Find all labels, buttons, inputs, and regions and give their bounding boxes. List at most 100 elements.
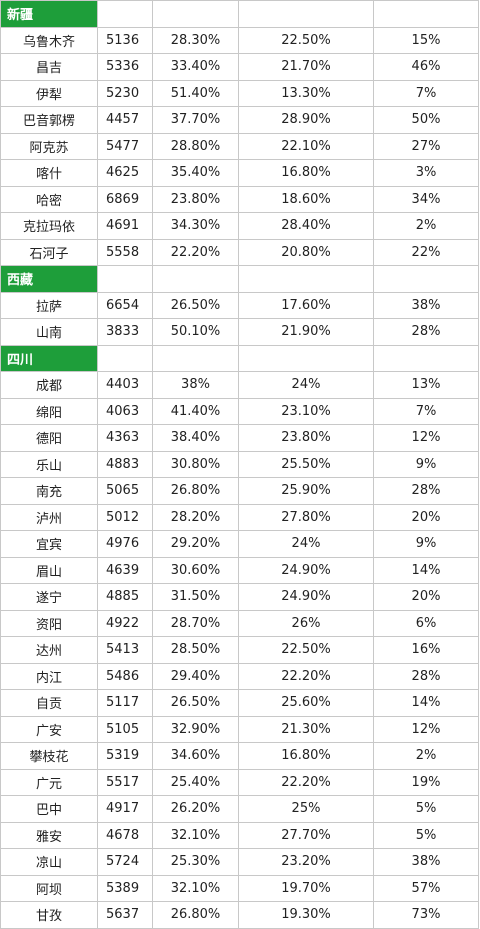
city: 泸州	[0, 503, 98, 531]
ratio-a: 38.40%	[152, 424, 239, 452]
ratio-c: 2%	[373, 212, 479, 240]
ratio-a: 25.40%	[152, 768, 239, 796]
ratio-a: 28.80%	[152, 132, 239, 160]
value: 6654	[97, 291, 153, 319]
ratio-b: 19.30%	[238, 901, 374, 929]
data-row: 绵阳 4063 41.40% 23.10% 7%	[0, 397, 479, 425]
city: 广安	[0, 715, 98, 743]
ratio-b: 24%	[238, 530, 374, 558]
empty-cell	[373, 344, 479, 372]
ratio-c: 9%	[373, 530, 479, 558]
empty-cell	[152, 265, 239, 293]
data-row: 喀什 4625 35.40% 16.80% 3%	[0, 159, 479, 187]
ratio-b: 17.60%	[238, 291, 374, 319]
ratio-b: 16.80%	[238, 159, 374, 187]
ratio-a: 25.30%	[152, 848, 239, 876]
data-row: 雅安 4678 32.10% 27.70% 5%	[0, 821, 479, 849]
empty-cell	[97, 265, 153, 293]
ratio-c: 12%	[373, 715, 479, 743]
section-title: 西藏	[0, 265, 98, 293]
section-row: 四川	[0, 344, 479, 372]
ratio-c: 12%	[373, 424, 479, 452]
ratio-a: 28.70%	[152, 609, 239, 637]
value: 5117	[97, 689, 153, 717]
ratio-c: 9%	[373, 450, 479, 478]
ratio-c: 73%	[373, 901, 479, 929]
ratio-c: 22%	[373, 238, 479, 266]
data-row: 泸州 5012 28.20% 27.80% 20%	[0, 503, 479, 531]
city: 甘孜	[0, 901, 98, 929]
value: 5230	[97, 79, 153, 107]
city: 自贡	[0, 689, 98, 717]
data-row: 阿坝 5389 32.10% 19.70% 57%	[0, 874, 479, 902]
ratio-c: 3%	[373, 159, 479, 187]
data-row: 攀枝花 5319 34.60% 16.80% 2%	[0, 742, 479, 770]
empty-cell	[373, 0, 479, 28]
ratio-b: 24.90%	[238, 556, 374, 584]
ratio-c: 46%	[373, 53, 479, 81]
value: 4363	[97, 424, 153, 452]
empty-cell	[152, 344, 239, 372]
ratio-a: 41.40%	[152, 397, 239, 425]
value: 5413	[97, 636, 153, 664]
ratio-b: 22.50%	[238, 26, 374, 54]
ratio-c: 13%	[373, 371, 479, 399]
city: 攀枝花	[0, 742, 98, 770]
ratio-a: 32.10%	[152, 821, 239, 849]
ratio-b: 21.30%	[238, 715, 374, 743]
value: 4922	[97, 609, 153, 637]
ratio-c: 38%	[373, 291, 479, 319]
city: 德阳	[0, 424, 98, 452]
section-title: 四川	[0, 344, 98, 372]
city: 达州	[0, 636, 98, 664]
ratio-a: 50.10%	[152, 318, 239, 346]
ratio-b: 21.70%	[238, 53, 374, 81]
city: 遂宁	[0, 583, 98, 611]
data-row: 达州 5413 28.50% 22.50% 16%	[0, 636, 479, 664]
data-row: 成都 4403 38% 24% 13%	[0, 371, 479, 399]
ratio-c: 19%	[373, 768, 479, 796]
ratio-a: 37.70%	[152, 106, 239, 134]
city: 宜宾	[0, 530, 98, 558]
section-row: 西藏	[0, 265, 479, 293]
ratio-a: 26.20%	[152, 795, 239, 823]
data-row: 宜宾 4976 29.20% 24% 9%	[0, 530, 479, 558]
ratio-a: 51.40%	[152, 79, 239, 107]
city: 巴中	[0, 795, 98, 823]
data-row: 乐山 4883 30.80% 25.50% 9%	[0, 450, 479, 478]
data-row: 伊犁 5230 51.40% 13.30% 7%	[0, 79, 479, 107]
ratio-b: 13.30%	[238, 79, 374, 107]
ratio-b: 20.80%	[238, 238, 374, 266]
city: 巴音郭楞	[0, 106, 98, 134]
city: 喀什	[0, 159, 98, 187]
value: 3833	[97, 318, 153, 346]
ratio-c: 5%	[373, 795, 479, 823]
section-title: 新疆	[0, 0, 98, 28]
city: 南充	[0, 477, 98, 505]
data-row: 内江 5486 29.40% 22.20% 28%	[0, 662, 479, 690]
city: 眉山	[0, 556, 98, 584]
ratio-a: 26.50%	[152, 689, 239, 717]
data-row: 广元 5517 25.40% 22.20% 19%	[0, 768, 479, 796]
value: 4063	[97, 397, 153, 425]
ratio-b: 22.50%	[238, 636, 374, 664]
data-row: 克拉玛依 4691 34.30% 28.40% 2%	[0, 212, 479, 240]
ratio-c: 2%	[373, 742, 479, 770]
city: 阿坝	[0, 874, 98, 902]
ratio-a: 32.90%	[152, 715, 239, 743]
city: 阿克苏	[0, 132, 98, 160]
empty-cell	[373, 265, 479, 293]
value: 4691	[97, 212, 153, 240]
data-row: 昌吉 5336 33.40% 21.70% 46%	[0, 53, 479, 81]
ratio-b: 22.20%	[238, 768, 374, 796]
data-row: 巴音郭楞 4457 37.70% 28.90% 50%	[0, 106, 479, 134]
ratio-c: 27%	[373, 132, 479, 160]
ratio-a: 28.20%	[152, 503, 239, 531]
ratio-a: 30.60%	[152, 556, 239, 584]
value: 5389	[97, 874, 153, 902]
value: 5558	[97, 238, 153, 266]
data-row: 乌鲁木齐 5136 28.30% 22.50% 15%	[0, 26, 479, 54]
ratio-a: 29.20%	[152, 530, 239, 558]
ratio-c: 28%	[373, 662, 479, 690]
ratio-b: 25.90%	[238, 477, 374, 505]
